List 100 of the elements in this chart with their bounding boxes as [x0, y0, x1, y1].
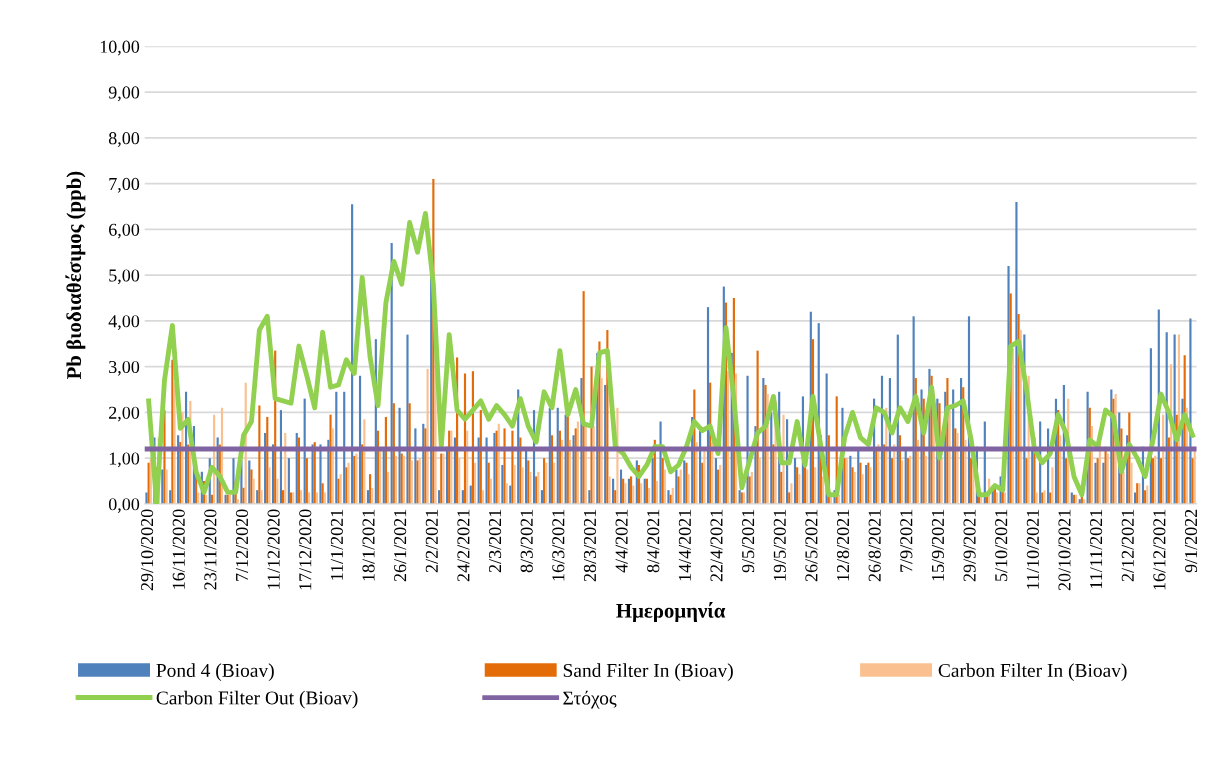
- bar: [1159, 458, 1163, 504]
- y-tick-label: 9,00: [108, 86, 140, 102]
- bar: [624, 483, 627, 504]
- x-tick-label: 29/10/2020: [140, 509, 154, 591]
- x-tick-label: 7/12/2020: [235, 509, 249, 581]
- bar: [572, 435, 575, 504]
- bar: [1096, 458, 1099, 504]
- bar: [147, 462, 150, 504]
- bar: [543, 458, 546, 504]
- bar: [1191, 458, 1194, 504]
- bar: [337, 478, 340, 504]
- y-tick-label: 5,00: [109, 269, 140, 285]
- y-tick-label: 2,00: [109, 406, 140, 422]
- x-tick-label: 17/12/2020: [299, 509, 312, 590]
- x-tick-label: 2/12/2021: [1121, 509, 1134, 582]
- bar: [329, 414, 332, 504]
- x-axis-title: Ημερομηνία: [616, 602, 726, 623]
- bar: [750, 471, 753, 504]
- bar: [485, 437, 488, 504]
- bar: [1094, 462, 1097, 504]
- x-tick-label: 11/12/2020: [267, 509, 280, 589]
- bar: [890, 458, 894, 504]
- bar: [458, 458, 461, 504]
- x-tick-label: 14/4/2021: [678, 509, 691, 581]
- bar: [869, 467, 872, 504]
- bar: [695, 442, 698, 504]
- x-tick-label: 28/3/2021: [583, 509, 597, 582]
- bar: [1051, 467, 1054, 504]
- bar: [701, 462, 704, 504]
- bar: [748, 476, 751, 504]
- bar: [545, 462, 548, 504]
- bar: [527, 460, 530, 504]
- bar: [1015, 201, 1018, 504]
- x-tick-label: 29/9/2021: [963, 509, 976, 582]
- bar: [796, 467, 799, 504]
- legend-label: Στόχος: [563, 690, 617, 709]
- bar: [859, 462, 862, 504]
- x-tick-label: 11/11/2021: [1090, 509, 1103, 589]
- bar: [772, 444, 775, 504]
- x-tick-label: 20/10/2021: [1058, 509, 1071, 591]
- bar: [703, 451, 706, 504]
- bar: [287, 458, 290, 504]
- bar: [521, 467, 524, 504]
- bar: [851, 467, 854, 504]
- x-tick-label: 9/5/2021: [742, 509, 755, 573]
- x-tick-label: 18/1/2021: [362, 509, 375, 581]
- bar: [780, 471, 783, 504]
- legend-label: Carbon Filter In (Bioav): [938, 663, 1127, 681]
- bar: [687, 474, 690, 504]
- bar: [714, 458, 717, 504]
- bar: [667, 490, 670, 504]
- bar: [529, 471, 532, 504]
- bar: [339, 474, 342, 504]
- bar: [394, 455, 398, 504]
- bar: [260, 490, 263, 504]
- bar: [511, 430, 514, 504]
- bar: [145, 492, 148, 504]
- y-tick-label: 7,00: [109, 177, 140, 193]
- y-tick-label: 1,00: [109, 452, 140, 468]
- bar: [473, 462, 477, 504]
- x-tick-label: 23/11/2020: [204, 509, 217, 590]
- bar: [321, 483, 324, 504]
- x-tick-label: 7/9/2021: [900, 509, 913, 572]
- bar: [501, 464, 504, 504]
- bar: [250, 469, 253, 504]
- bar: [758, 458, 761, 504]
- x-tick-label: 12/8/2021: [836, 509, 850, 581]
- bar: [849, 455, 852, 504]
- x-tick-label: 5/10/2021: [995, 509, 1008, 581]
- bar: [513, 464, 516, 504]
- bar: [553, 462, 556, 504]
- bar: [386, 471, 390, 504]
- bar: [901, 460, 904, 504]
- y-tick-label: 4,00: [108, 315, 140, 330]
- x-tick-label: 16/12/2021: [1153, 509, 1166, 590]
- bar: [661, 458, 664, 504]
- bar: [793, 458, 797, 504]
- y-tick-label: 10,00: [100, 40, 140, 56]
- x-tick-label: 22/4/2021: [710, 509, 723, 582]
- bar: [345, 467, 348, 504]
- y-tick-label: 6,00: [109, 223, 140, 239]
- bar: [677, 476, 680, 504]
- x-tick-label: 8/3/2021: [520, 509, 533, 573]
- bar: [798, 474, 801, 504]
- x-tick-label: 9/1/2022: [1184, 509, 1198, 573]
- y-tick-label: 3,00: [109, 360, 140, 376]
- bar: [719, 464, 722, 504]
- y-axis-title: Pb βιοδιαθέσιμος (ppb): [65, 171, 86, 380]
- bar: [655, 481, 659, 504]
- bar: [1102, 462, 1105, 504]
- x-tick-label: 26/1/2021: [394, 509, 407, 582]
- legend-label: Pond 4 (Bioav): [156, 663, 274, 681]
- legend-label: Carbon Filter Out (Bioav): [156, 690, 358, 709]
- y-tick-label: 0,00: [108, 498, 140, 513]
- bar: [406, 334, 409, 504]
- x-tick-label: 19/5/2021: [773, 509, 786, 581]
- bar: [173, 382, 176, 504]
- y-tick-label: 8,00: [108, 132, 140, 147]
- bar: [242, 487, 245, 504]
- bar: [537, 471, 540, 504]
